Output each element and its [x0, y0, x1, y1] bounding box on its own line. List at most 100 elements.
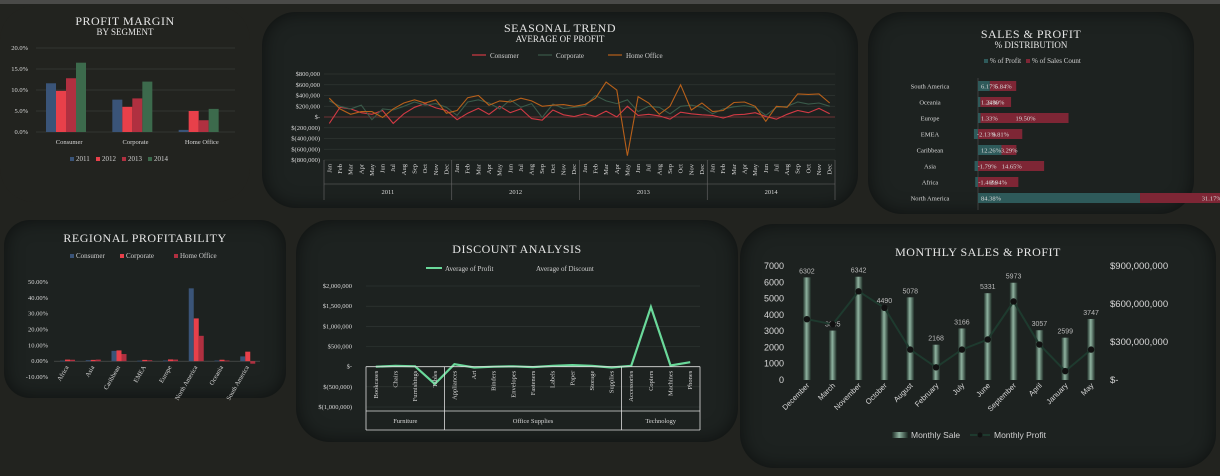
bar-sales-emea	[978, 129, 1023, 139]
month-label: Aug	[656, 163, 663, 175]
data-label-sales: 2168	[928, 336, 944, 343]
data-label-profit: -1.46%	[978, 180, 998, 187]
bar-corporate-caribbean	[116, 350, 122, 362]
profit-point	[1062, 367, 1069, 375]
category-label: Binders	[491, 370, 498, 391]
y-tick-label-right: $900,000,000	[1110, 261, 1168, 272]
bar-corporate-europe	[168, 359, 173, 362]
bar-sales-december	[802, 277, 811, 380]
legend-label: Consumer	[76, 252, 105, 260]
bar-2014-consumer	[76, 62, 86, 133]
category-label: Paper	[569, 370, 576, 386]
bar-sales-africa	[978, 177, 1019, 187]
data-label-sales: 4490	[877, 298, 893, 305]
data-label-sales: 3057	[1032, 321, 1048, 328]
month-label: Sep	[539, 164, 546, 174]
y-tick-label: 0.0%	[14, 129, 28, 136]
data-label-sales: 5.84%	[995, 84, 1012, 91]
category-label: Storage	[589, 371, 596, 391]
y-tick-label-right: $-	[1110, 375, 1118, 386]
month-label: Apr	[358, 163, 365, 174]
month-label: Dec	[827, 164, 834, 175]
bar-sales-oceania	[980, 97, 1012, 107]
data-label-sales: 2599	[1057, 329, 1073, 336]
x-tick-label: January	[1044, 381, 1069, 406]
category-label: Fasteners	[530, 370, 537, 395]
regional-chart: 50.00% 40.00% 30.00% 20.00% 10.00% 0.00% -10.0…	[26, 252, 260, 402]
x-tick-label: December	[780, 381, 811, 412]
month-label: Mar	[603, 163, 610, 175]
bar-2014-corporate	[142, 81, 153, 132]
month-label: Jun	[763, 163, 770, 173]
y-tick-label: $600,000	[296, 82, 320, 89]
month-label: May	[752, 163, 759, 176]
y-tick-label: 20.00%	[28, 327, 49, 334]
legend-swatch	[1026, 59, 1030, 63]
y-tick-label: $(400,000)	[291, 136, 320, 143]
legend-swatch	[892, 432, 908, 438]
bar-profit-europe	[978, 113, 981, 123]
y-tick-label-left: 6000	[764, 277, 784, 287]
data-label-profit: 6.17%	[981, 84, 998, 91]
regional-panel: REGIONAL PROFITABILITY 50.00% 40.00% 30.00…	[4, 220, 286, 402]
bar-home-office-south-america	[250, 361, 256, 364]
discount-panel: DISCOUNT ANALYSIS $2,000,000 $1,500,000 $1…	[296, 220, 738, 442]
bar-corporate-oceania	[219, 359, 225, 362]
series-line-consumer	[328, 103, 830, 125]
data-label-sales: 5973	[1006, 274, 1022, 281]
category-label: North America	[911, 196, 950, 203]
legend-label: Corporate	[556, 52, 584, 60]
month-label: May	[497, 163, 504, 176]
legend-swatch	[984, 59, 988, 63]
group-label: Furniture	[393, 418, 417, 425]
y-tick-label: $-	[315, 114, 320, 121]
category-label: South America	[911, 84, 950, 91]
legend-label: Monthly Profit	[994, 430, 1047, 440]
bar-sales-south-america	[989, 81, 1017, 91]
y-tick-label: $500,000	[328, 344, 352, 351]
y-tick-label-left: 1000	[764, 359, 784, 369]
bar-corporate-emea	[142, 359, 148, 362]
bar-profit-africa	[975, 177, 978, 187]
y-tick-label: $1,000,000	[323, 323, 352, 330]
month-label: Feb	[720, 164, 727, 174]
month-label: Oct	[805, 164, 812, 174]
x-tick-label: August	[892, 380, 916, 404]
month-label: Jun	[507, 163, 514, 173]
y-tick-label-right: $300,000,000	[1110, 337, 1168, 348]
category-label: Copiers	[648, 370, 655, 391]
data-label-sales: 3.29%	[1001, 148, 1018, 155]
distribution-title: SALES & PROFIT	[980, 27, 1082, 41]
month-label: Oct	[550, 164, 557, 174]
bar-consumer-africa	[60, 360, 65, 362]
legend-swatch	[70, 157, 74, 161]
month-label: Apr	[614, 163, 621, 174]
group-label: Technology	[645, 418, 676, 425]
y-tick-label: $(500,000)	[323, 384, 352, 391]
category-label: Chairs	[392, 370, 399, 387]
bar-2013-corporate	[132, 98, 143, 132]
category-label: Bookcases	[373, 370, 380, 398]
bar-corporate-south-america	[245, 351, 251, 362]
legend-label: 2012	[102, 155, 117, 163]
month-label: Mar	[731, 163, 738, 175]
y-tick-label: $(800,000)	[291, 157, 320, 164]
legend-label: Average of Discount	[536, 265, 594, 273]
year-label: 2011	[381, 189, 394, 196]
month-label: Jun	[635, 163, 642, 173]
y-tick-label-left: 0	[779, 375, 784, 385]
bar-sales-caribbean	[1001, 145, 1017, 155]
profit-margin-subtitle: BY SEGMENT	[96, 27, 154, 37]
y-tick-label: 40.00%	[28, 295, 49, 302]
bar-home-office-europe	[173, 359, 178, 362]
month-label: Nov	[816, 163, 823, 175]
legend-label: 2014	[154, 155, 169, 163]
bar-sales-europe	[980, 113, 1069, 123]
y-tick-label: $200,000	[296, 103, 320, 110]
monthly-title: MONTHLY SALES & PROFIT	[895, 245, 1061, 259]
y-tick-label-right: $600,000,000	[1110, 299, 1168, 310]
month-label: Jul	[773, 164, 780, 172]
bar-home-office-north-america	[198, 335, 204, 362]
bar-consumer-asia	[85, 360, 91, 362]
data-label-profit: -1.79%	[978, 164, 998, 171]
